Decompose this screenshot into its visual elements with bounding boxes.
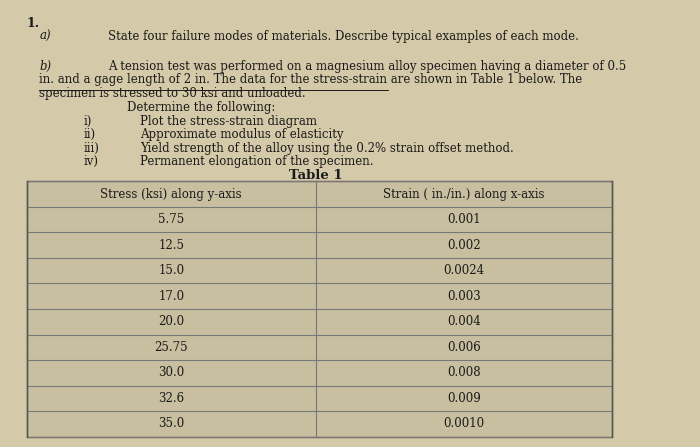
Text: 12.5: 12.5 <box>158 239 184 252</box>
Text: 0.001: 0.001 <box>447 213 481 226</box>
Text: Permanent elongation of the specimen.: Permanent elongation of the specimen. <box>140 155 373 168</box>
Text: 0.002: 0.002 <box>447 239 481 252</box>
Text: 0.008: 0.008 <box>447 367 481 380</box>
Text: 0.009: 0.009 <box>447 392 481 405</box>
Text: in. and a gage length of 2 in. The data for the stress-strain are shown in Table: in. and a gage length of 2 in. The data … <box>39 73 582 86</box>
Text: 15.0: 15.0 <box>158 264 184 277</box>
Text: 0.0024: 0.0024 <box>443 264 484 277</box>
Text: ii): ii) <box>83 128 95 141</box>
Text: a): a) <box>39 30 51 43</box>
Text: 5.75: 5.75 <box>158 213 184 226</box>
Text: Strain ( in./in.) along x-axis: Strain ( in./in.) along x-axis <box>383 188 545 201</box>
Text: 30.0: 30.0 <box>158 367 184 380</box>
Text: Determine the following:: Determine the following: <box>127 101 276 114</box>
Text: 17.0: 17.0 <box>158 290 184 303</box>
Text: specimen is stressed to 30 ksi and unloaded.: specimen is stressed to 30 ksi and unloa… <box>39 87 306 100</box>
Text: A tension test was performed on a magnesium alloy specimen having a diameter of : A tension test was performed on a magnes… <box>108 60 626 73</box>
Text: 0.004: 0.004 <box>447 315 481 328</box>
Text: 0.0010: 0.0010 <box>443 417 484 430</box>
Text: 1.: 1. <box>27 17 40 30</box>
Text: iii): iii) <box>83 142 99 155</box>
Text: 0.006: 0.006 <box>447 341 481 354</box>
Text: 20.0: 20.0 <box>158 315 184 328</box>
Text: 25.75: 25.75 <box>155 341 188 354</box>
Bar <box>27 181 612 437</box>
Text: Approximate modulus of elasticity: Approximate modulus of elasticity <box>140 128 343 141</box>
Text: Table 1: Table 1 <box>289 169 343 182</box>
Text: 32.6: 32.6 <box>158 392 184 405</box>
Text: Plot the stress-strain diagram: Plot the stress-strain diagram <box>140 115 317 128</box>
Text: State four failure modes of materials. Describe typical examples of each mode.: State four failure modes of materials. D… <box>108 30 579 43</box>
Text: 0.003: 0.003 <box>447 290 481 303</box>
Text: 35.0: 35.0 <box>158 417 184 430</box>
Text: iv): iv) <box>83 155 98 168</box>
Text: i): i) <box>83 115 92 128</box>
Text: Stress (ksi) along y-axis: Stress (ksi) along y-axis <box>101 188 242 201</box>
Text: Yield strength of the alloy using the 0.2% strain offset method.: Yield strength of the alloy using the 0.… <box>140 142 514 155</box>
Text: b): b) <box>39 60 51 73</box>
